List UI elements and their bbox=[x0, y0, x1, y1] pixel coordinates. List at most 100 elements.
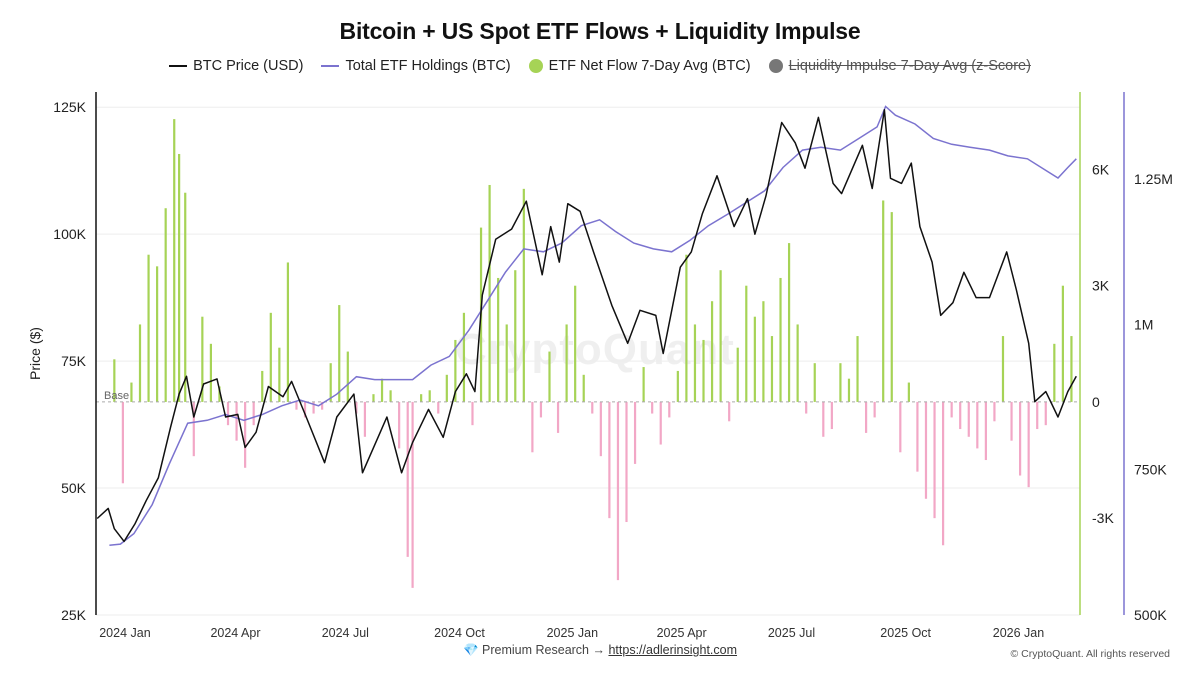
flow-bar bbox=[428, 390, 431, 402]
flow-tick-label: -3K bbox=[1092, 510, 1114, 526]
flow-bar bbox=[539, 401, 543, 418]
flow-bar bbox=[941, 401, 945, 546]
flow-bar bbox=[303, 401, 307, 418]
holdings-tick-label: 750K bbox=[1134, 462, 1167, 478]
flow-bar bbox=[702, 339, 705, 402]
legend-item-liquidity-impulse[interactable]: Liquidity Impulse 7-Day Avg (z-Score) bbox=[768, 58, 1031, 74]
flow-bar bbox=[659, 401, 662, 445]
flow-bar bbox=[1036, 401, 1039, 430]
chart-title: Bitcoin + US Spot ETF Flows + Liquidity … bbox=[339, 18, 861, 44]
flow-bar bbox=[437, 401, 440, 414]
flow-bar bbox=[950, 401, 953, 418]
flow-bar bbox=[959, 401, 962, 430]
flow-bar bbox=[625, 401, 628, 523]
flow-bar bbox=[693, 324, 697, 402]
flow-bar bbox=[398, 401, 401, 449]
flow-bar bbox=[156, 266, 159, 402]
legend-label: BTC Price (USD) bbox=[193, 58, 304, 74]
price-tick-label: 75K bbox=[61, 353, 87, 369]
flow-bar bbox=[261, 370, 264, 402]
etf-net-flow-dot-icon bbox=[528, 59, 543, 73]
flow-bar bbox=[295, 401, 298, 410]
flow-bar bbox=[218, 386, 221, 402]
flow-bar bbox=[1010, 401, 1013, 441]
footer: 💎 Premium Research → https://adlerinsigh… bbox=[0, 643, 1200, 658]
flow-bar bbox=[252, 401, 255, 426]
flow-tick-label: 6K bbox=[1092, 161, 1110, 177]
flow-bar bbox=[719, 270, 722, 402]
flow-bar bbox=[312, 401, 315, 414]
flow-bar bbox=[779, 277, 782, 402]
flow-bar bbox=[389, 390, 392, 402]
price-tick-label: 125K bbox=[53, 99, 86, 115]
flow-bar bbox=[933, 401, 936, 519]
legend-item-etf-holdings[interactable]: Total ETF Holdings (BTC) bbox=[321, 58, 511, 74]
flow-bar bbox=[616, 401, 620, 581]
flow-bar bbox=[899, 401, 902, 453]
legend-item-etf-net-flow[interactable]: ETF Net Flow 7-Day Avg (BTC) bbox=[528, 58, 751, 74]
flow-bar bbox=[651, 401, 654, 414]
liquidity-impulse-dot-icon bbox=[768, 59, 783, 73]
base-label: Base bbox=[104, 390, 129, 402]
flow-bar bbox=[522, 188, 525, 402]
flow-bar bbox=[192, 401, 195, 457]
flow-bar bbox=[372, 394, 375, 402]
flow-bar bbox=[728, 401, 731, 422]
flow-bar bbox=[338, 305, 341, 402]
flow-bar bbox=[736, 347, 739, 402]
btc-price-line bbox=[96, 109, 1077, 543]
flow-bar bbox=[380, 378, 384, 402]
price-tick-label: 100K bbox=[53, 226, 86, 242]
flow-bar bbox=[548, 351, 551, 402]
flow-bar bbox=[582, 374, 585, 402]
flow-bar bbox=[1027, 401, 1030, 488]
footer-link[interactable]: https://adlerinsight.com bbox=[608, 643, 738, 657]
flow-bar bbox=[770, 336, 774, 402]
flow-bar bbox=[890, 212, 893, 402]
flow-bar bbox=[164, 208, 167, 402]
flow-bar bbox=[864, 401, 868, 433]
flow-bar bbox=[286, 262, 290, 402]
flow-bar bbox=[967, 401, 970, 437]
flow-bar bbox=[787, 243, 791, 402]
x-tick-label: 2024 Jan bbox=[99, 626, 150, 640]
legend-label: Liquidity Impulse 7-Day Avg (z-Score) bbox=[788, 58, 1031, 74]
flow-bar bbox=[1019, 401, 1022, 476]
flow-bar bbox=[642, 367, 645, 402]
flow-bar bbox=[907, 382, 910, 402]
flow-bar bbox=[796, 324, 799, 402]
btc-price-line-icon bbox=[169, 65, 188, 67]
flow-bar bbox=[753, 316, 756, 402]
flow-bar bbox=[269, 312, 272, 402]
legend: BTC Price (USD) Total ETF Holdings (BTC)… bbox=[0, 58, 1200, 74]
flow-bar bbox=[505, 324, 508, 402]
flow-bar bbox=[113, 359, 116, 402]
flow-bar bbox=[984, 401, 987, 461]
flow-bar bbox=[514, 270, 517, 402]
legend-item-btc-price[interactable]: BTC Price (USD) bbox=[169, 58, 303, 74]
flow-bar bbox=[822, 401, 825, 437]
flow-bar bbox=[121, 401, 124, 484]
flow-bar bbox=[916, 401, 919, 472]
x-tick-label: 2026 Jan bbox=[993, 626, 1044, 640]
flow-bar bbox=[993, 401, 996, 422]
flow-bar bbox=[813, 363, 816, 402]
holdings-tick-label: 500K bbox=[1134, 607, 1167, 623]
etf-holdings-line-icon bbox=[321, 65, 340, 67]
flow-bar bbox=[321, 401, 324, 410]
diamond-icon: 💎 bbox=[462, 643, 479, 657]
x-tick-label: 2025 Jan bbox=[547, 626, 598, 640]
price-axis-label: Price ($) bbox=[27, 327, 43, 380]
flow-bar bbox=[1001, 336, 1005, 402]
flow-bar bbox=[406, 401, 409, 557]
flow-bar bbox=[471, 401, 474, 426]
flow-bar bbox=[138, 324, 142, 402]
flow-bar bbox=[201, 316, 204, 402]
flow-bar bbox=[235, 401, 238, 441]
flow-bar bbox=[565, 324, 568, 402]
flow-bar bbox=[574, 285, 577, 402]
flow-bar bbox=[599, 401, 602, 457]
flow-bar bbox=[244, 401, 247, 468]
flow-bar bbox=[363, 401, 367, 437]
flow-bar bbox=[454, 339, 457, 402]
